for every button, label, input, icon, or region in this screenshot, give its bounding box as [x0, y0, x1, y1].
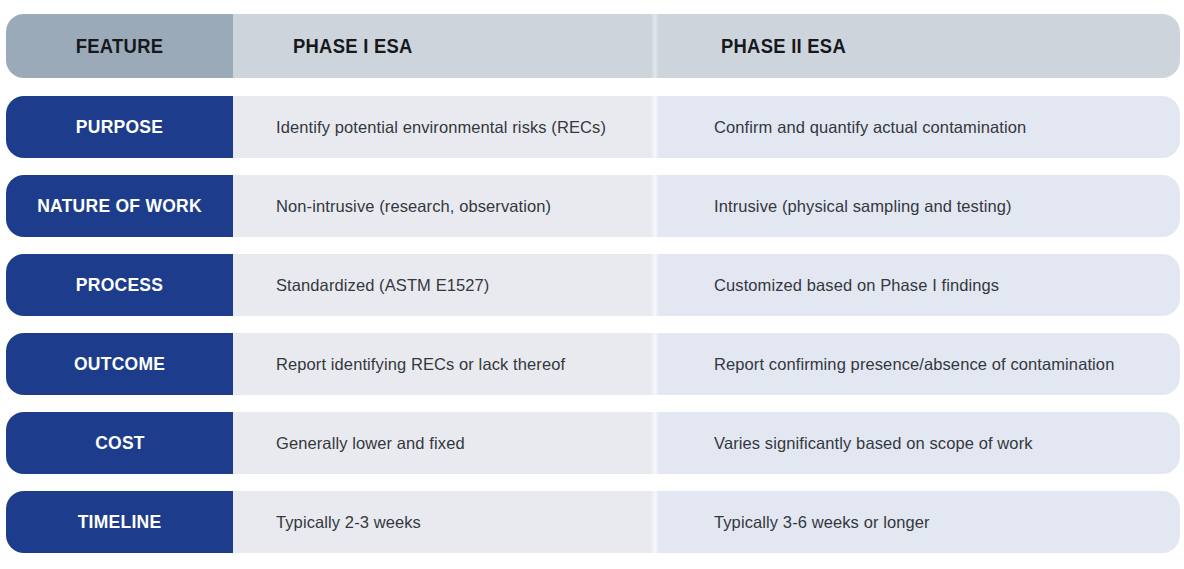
table-body: PURPOSE Identify potential environmental…	[6, 96, 1184, 553]
phase2-value: Typically 3-6 weeks or longer	[714, 513, 930, 532]
phase1-value: Report identifying RECs or lack thereof	[276, 355, 565, 374]
table-row: PURPOSE Identify potential environmental…	[6, 96, 1180, 158]
phase1-value: Standardized (ASTM E1527)	[276, 276, 489, 295]
phase1-value: Generally lower and fixed	[276, 434, 465, 453]
feature-label: PROCESS	[76, 274, 163, 296]
feature-label: NATURE OF WORK	[37, 195, 202, 217]
feature-label: COST	[95, 432, 145, 454]
header-phase2-label: PHASE II ESA	[721, 35, 846, 58]
table-row: TIMELINE Typically 2-3 weeks Typically 3…	[6, 491, 1180, 553]
phase2-value: Report confirming presence/absence of co…	[714, 355, 1114, 374]
header-phase1-label: PHASE I ESA	[293, 35, 413, 58]
phase1-value: Non-intrusive (research, observation)	[276, 197, 551, 216]
table-row: COST Generally lower and fixed Varies si…	[6, 412, 1180, 474]
phase1-cell: Standardized (ASTM E1527)	[233, 254, 651, 316]
column-divider	[651, 14, 659, 78]
feature-cell: OUTCOME	[6, 333, 233, 395]
column-divider	[651, 412, 659, 474]
phase2-cell: Varies significantly based on scope of w…	[659, 412, 1180, 474]
phase1-value: Typically 2-3 weeks	[276, 513, 421, 532]
phase1-cell: Typically 2-3 weeks	[233, 491, 651, 553]
phase2-cell: Report confirming presence/absence of co…	[659, 333, 1180, 395]
column-divider	[651, 491, 659, 553]
phase2-cell: Customized based on Phase I findings	[659, 254, 1180, 316]
table-row: OUTCOME Report identifying RECs or lack …	[6, 333, 1180, 395]
phase1-cell: Identify potential environmental risks (…	[233, 96, 651, 158]
header-phase1-cell: PHASE I ESA	[233, 14, 651, 78]
feature-label: OUTCOME	[74, 353, 165, 375]
phase2-cell: Typically 3-6 weeks or longer	[659, 491, 1180, 553]
column-divider	[651, 333, 659, 395]
comparison-table: FEATURE PHASE I ESA PHASE II ESA PURPOSE…	[0, 0, 1184, 553]
phase1-value: Identify potential environmental risks (…	[276, 118, 606, 137]
feature-label: PURPOSE	[76, 116, 163, 138]
phase2-value: Customized based on Phase I findings	[714, 276, 999, 295]
feature-cell: PURPOSE	[6, 96, 233, 158]
header-feature-label: FEATURE	[76, 35, 163, 58]
header-phase2-cell: PHASE II ESA	[659, 14, 1180, 78]
phase2-cell: Confirm and quantify actual contaminatio…	[659, 96, 1180, 158]
column-divider	[651, 175, 659, 237]
phase2-value: Varies significantly based on scope of w…	[714, 434, 1033, 453]
header-feature-cell: FEATURE	[6, 14, 233, 78]
column-divider	[651, 96, 659, 158]
phase2-value: Intrusive (physical sampling and testing…	[714, 197, 1012, 216]
header-row: FEATURE PHASE I ESA PHASE II ESA	[6, 14, 1180, 78]
phase1-cell: Non-intrusive (research, observation)	[233, 175, 651, 237]
feature-cell: NATURE OF WORK	[6, 175, 233, 237]
feature-cell: PROCESS	[6, 254, 233, 316]
feature-label: TIMELINE	[78, 511, 162, 533]
feature-cell: COST	[6, 412, 233, 474]
phase2-value: Confirm and quantify actual contaminatio…	[714, 118, 1026, 137]
feature-cell: TIMELINE	[6, 491, 233, 553]
column-divider	[651, 254, 659, 316]
phase1-cell: Report identifying RECs or lack thereof	[233, 333, 651, 395]
phase1-cell: Generally lower and fixed	[233, 412, 651, 474]
table-row: PROCESS Standardized (ASTM E1527) Custom…	[6, 254, 1180, 316]
table-row: NATURE OF WORK Non-intrusive (research, …	[6, 175, 1180, 237]
phase2-cell: Intrusive (physical sampling and testing…	[659, 175, 1180, 237]
